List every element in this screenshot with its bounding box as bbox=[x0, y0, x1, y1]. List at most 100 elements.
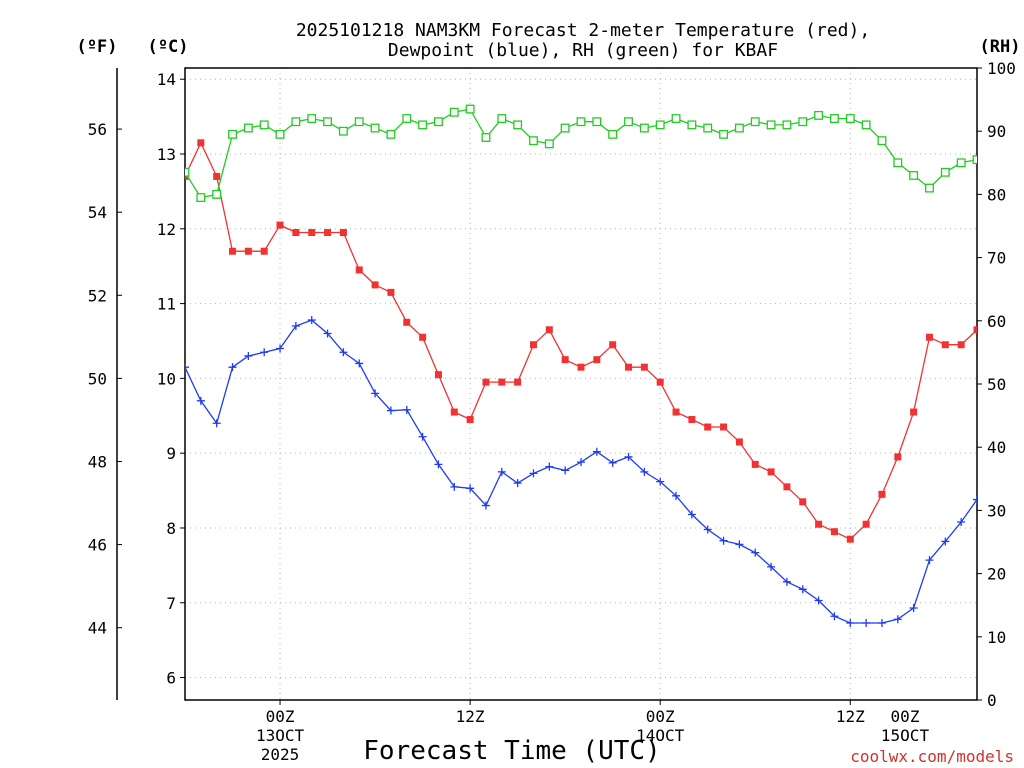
temperature-point bbox=[751, 460, 759, 468]
rh-point bbox=[909, 170, 919, 180]
rh-point bbox=[829, 114, 839, 124]
rh-point bbox=[402, 114, 412, 124]
dewpoint-point bbox=[608, 458, 617, 467]
dewpoint-point bbox=[830, 612, 839, 621]
dewpoint-point bbox=[450, 482, 459, 491]
dewpoint-point bbox=[196, 396, 205, 405]
dewpoint-point bbox=[656, 477, 665, 486]
plot-frame bbox=[184, 67, 978, 701]
dewpoint-point bbox=[862, 618, 871, 627]
temperature-point bbox=[815, 520, 823, 528]
rh-point bbox=[196, 193, 206, 203]
data-series bbox=[185, 104, 1024, 627]
temperature-point bbox=[561, 356, 569, 364]
dewpoint-point bbox=[402, 405, 411, 414]
dewpoint-point bbox=[846, 618, 855, 627]
temperature-point bbox=[656, 378, 664, 386]
rh-tick-label: 100 bbox=[987, 59, 1016, 78]
rh-point bbox=[275, 129, 285, 139]
temperature-line bbox=[185, 141, 977, 540]
temperature-point bbox=[894, 453, 902, 461]
rh-point bbox=[893, 158, 903, 168]
temperature-point bbox=[989, 334, 996, 341]
rh-point bbox=[687, 120, 697, 130]
fahrenheit-tick-label: 52 bbox=[88, 286, 107, 305]
dewpoint-point bbox=[989, 481, 997, 489]
rh-point bbox=[243, 123, 253, 133]
temperature-point bbox=[276, 221, 284, 229]
rh-point bbox=[386, 129, 396, 139]
dewpoint-point bbox=[339, 348, 348, 357]
dewpoint-point bbox=[798, 585, 807, 594]
dewpoint-point bbox=[513, 479, 522, 488]
rh-point bbox=[354, 117, 364, 127]
credit-text: coolwx.com/models bbox=[850, 747, 1014, 766]
temperature-point bbox=[672, 408, 680, 416]
dewpoint-point bbox=[973, 495, 977, 504]
celsius-tick-label: 7 bbox=[166, 594, 176, 613]
rh-point bbox=[307, 114, 317, 124]
chart-subtitle: Dewpoint (blue), RH (green) for KBAF bbox=[388, 40, 778, 61]
celsius-tick-label: 14 bbox=[157, 70, 176, 89]
dewpoint-point bbox=[767, 562, 776, 571]
temperature-point bbox=[514, 378, 522, 386]
dewpoint-point bbox=[276, 344, 285, 353]
dewpoint-point bbox=[323, 329, 332, 338]
rh-point bbox=[465, 104, 475, 114]
dewpoint-point bbox=[466, 484, 475, 493]
temperature-point bbox=[688, 416, 696, 424]
rh-point bbox=[782, 120, 792, 130]
fahrenheit-tick-label: 54 bbox=[88, 203, 107, 222]
temperature-point bbox=[735, 438, 743, 446]
fahrenheit-unit-label: (ºF) bbox=[77, 37, 118, 57]
dewpoint-point bbox=[1005, 472, 1013, 480]
dewpoint-point bbox=[386, 406, 395, 415]
dewpoint-point bbox=[561, 466, 570, 475]
rh-unit-label: (RH) bbox=[980, 37, 1021, 57]
temperature-point bbox=[799, 498, 807, 506]
axes: 6 7 8 9 10 11 12 13 14 44 46 48 50 52 54 56 0 10 20 30 40 50 6… bbox=[88, 59, 1016, 764]
rh-point bbox=[259, 120, 269, 130]
rh-point bbox=[323, 117, 333, 127]
temperature-point bbox=[213, 172, 221, 180]
dewpoint-point bbox=[957, 517, 966, 526]
rh-point bbox=[845, 114, 855, 124]
temperature-point bbox=[925, 333, 933, 341]
dewpoint-point bbox=[672, 491, 681, 500]
dewpoint-point bbox=[735, 540, 744, 549]
dewpoint-point bbox=[687, 510, 696, 519]
rh-tick-label: 10 bbox=[987, 628, 1006, 647]
rh-point bbox=[433, 117, 443, 127]
celsius-tick-label: 11 bbox=[157, 295, 176, 314]
rh-point bbox=[449, 107, 459, 117]
rh-tick-label: 20 bbox=[987, 565, 1006, 584]
temperature-point bbox=[640, 363, 648, 371]
dewpoint-point bbox=[244, 351, 253, 360]
rh-tick-label: 90 bbox=[987, 122, 1006, 141]
x-tick-label: 12Z bbox=[456, 707, 485, 726]
rh-point bbox=[185, 167, 190, 177]
dewpoint-point bbox=[307, 316, 316, 325]
rh-tick-label: 40 bbox=[987, 438, 1006, 457]
temperature-point bbox=[197, 139, 205, 147]
rh-point bbox=[956, 158, 966, 168]
dewpoint-point bbox=[228, 363, 237, 372]
rh-point bbox=[497, 114, 507, 124]
temperature-point bbox=[403, 318, 411, 326]
dewpoint-point bbox=[1021, 443, 1024, 451]
dewpoint-point bbox=[751, 548, 760, 557]
dewpoint-point bbox=[941, 537, 950, 546]
temperature-point bbox=[434, 371, 442, 379]
rh-tick-label: 60 bbox=[987, 312, 1006, 331]
temperature-point bbox=[1005, 341, 1012, 348]
temperature-point bbox=[308, 229, 316, 237]
celsius-tick-label: 13 bbox=[157, 145, 176, 164]
celsius-tick-label: 12 bbox=[157, 220, 176, 239]
dewpoint-point bbox=[371, 389, 380, 398]
rh-point bbox=[560, 123, 570, 133]
temperature-point bbox=[387, 288, 395, 296]
rh-point bbox=[655, 120, 665, 130]
x-tick-label: 13OCT bbox=[256, 726, 305, 745]
temperature-point bbox=[260, 247, 268, 255]
